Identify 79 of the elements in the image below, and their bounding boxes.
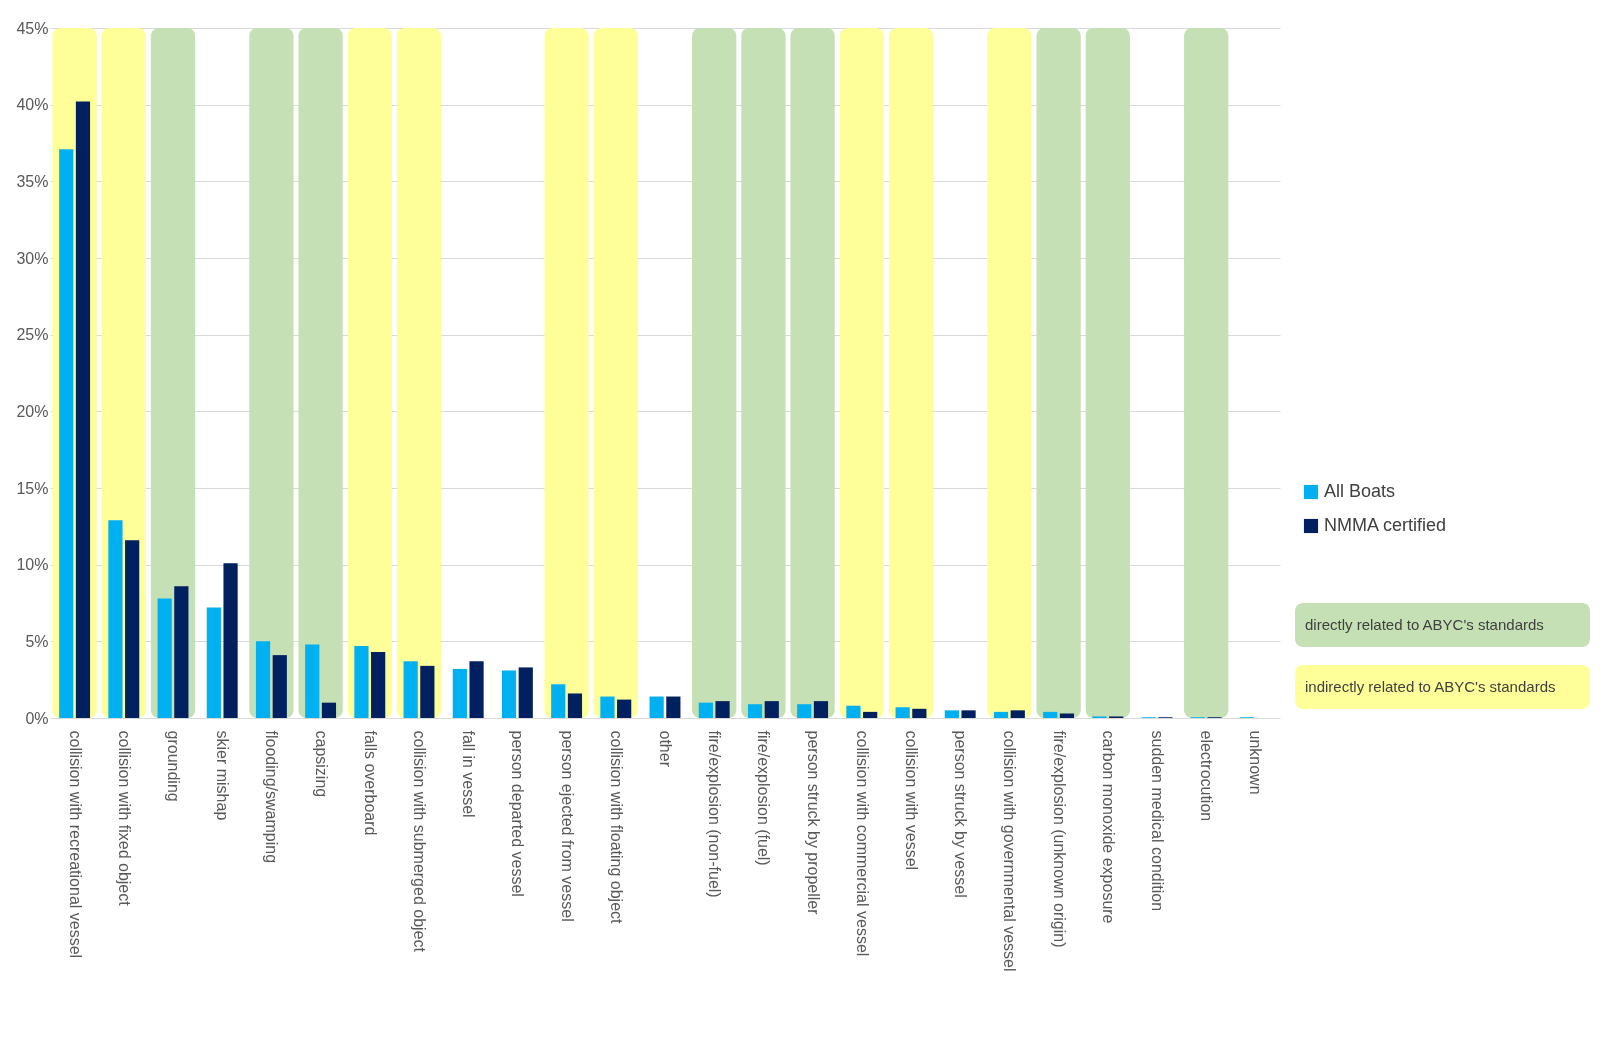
bar [961, 710, 976, 718]
bar [1010, 710, 1025, 718]
x-tick-label: collision with floating object [607, 730, 625, 925]
y-tick-label: 10% [16, 556, 49, 574]
bar [305, 644, 320, 718]
bar [993, 711, 1009, 718]
y-tick-label: 0% [25, 709, 49, 727]
bar [747, 704, 763, 718]
y-tick-label: 30% [16, 249, 49, 267]
bar [666, 696, 681, 718]
x-tick-label: unknown [1247, 730, 1265, 795]
x-tick-label: person struck by vessel [952, 730, 970, 898]
bar [567, 693, 583, 718]
text: indirectly related to ABYC's standards [1305, 678, 1556, 695]
x-tick-label: capsizing [312, 730, 330, 798]
y-tick-label: 25% [16, 326, 49, 344]
bar [125, 540, 140, 718]
bar [944, 710, 959, 718]
y-tick-label: 40% [16, 96, 49, 114]
x-tick-label: grounding [165, 730, 182, 802]
bar [698, 702, 713, 718]
x-tick-label: fire/explosion (unknown origin) [1050, 730, 1068, 948]
bar [600, 696, 615, 718]
x-tick-label: person ejected from vessel [558, 730, 576, 922]
y-tick-label: 35% [16, 172, 49, 190]
x-tick-label: collision with governmental vessel [1001, 730, 1019, 972]
bar [255, 641, 271, 718]
y-tick-label: 5% [25, 632, 49, 650]
x-tick-label: flooding/swamping [263, 730, 281, 864]
bar [797, 704, 812, 718]
bar [469, 661, 484, 718]
bar [715, 701, 730, 718]
x-tick-label: collision with fixed object [115, 730, 133, 907]
x-tick-label: electrocution [1198, 730, 1216, 822]
x-tick-label: skier mishap [214, 730, 232, 821]
bar [501, 670, 517, 718]
x-tick-label: collision with submerged object [411, 730, 428, 953]
bar [452, 668, 467, 718]
bar [518, 667, 533, 718]
bar [206, 607, 221, 718]
bar [321, 702, 337, 718]
x-tick-label: person departed vessel [509, 730, 527, 897]
bar [551, 684, 566, 718]
x-tick-label: fall in vessel [460, 730, 478, 818]
x-tick-label: sudden medical condition [1149, 730, 1166, 912]
bar [371, 652, 386, 718]
x-tick-label: collision with recreational vessel [66, 730, 84, 959]
bar [403, 661, 418, 718]
bar [1043, 711, 1058, 718]
x-tick-label: collision with vessel [903, 730, 920, 871]
bar [846, 705, 861, 718]
y-tick-label: 15% [16, 479, 49, 497]
x-tick-label: falls overboard [361, 730, 379, 836]
bar [764, 701, 779, 718]
bar [912, 708, 927, 718]
x-tick-label: person struck by propeller [804, 730, 822, 916]
legend-label: NMMA certified [1324, 515, 1447, 535]
legend-label: All Boats [1324, 481, 1396, 501]
bar [272, 655, 287, 718]
bar [420, 665, 435, 718]
text: directly related to ABYC's standards [1305, 616, 1544, 633]
bar [174, 586, 189, 718]
bar [157, 598, 172, 718]
bar [354, 645, 369, 718]
bar [223, 563, 238, 718]
x-tick-label: other [657, 730, 674, 768]
y-tick-label: 45% [16, 19, 49, 37]
y-tick-label: 20% [16, 402, 49, 420]
bar [813, 701, 829, 718]
bar [108, 520, 123, 718]
bar [617, 699, 632, 718]
x-tick-label: carbon monoxide exposure [1099, 730, 1117, 924]
bar [649, 696, 664, 718]
x-tick-label: fire/explosion (fuel) [755, 730, 773, 866]
x-tick-label: collision with commercial vessel [853, 730, 871, 957]
bar [863, 711, 878, 718]
x-tick-label: fire/explosion (non-fuel) [706, 730, 724, 898]
bar [895, 707, 910, 718]
bar [1059, 713, 1075, 718]
